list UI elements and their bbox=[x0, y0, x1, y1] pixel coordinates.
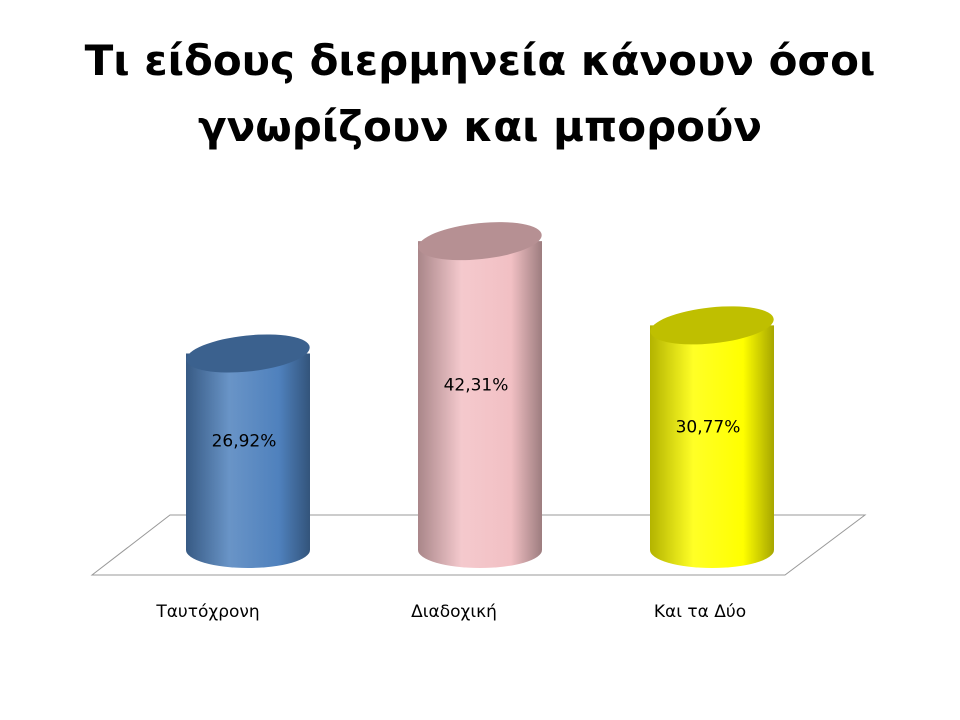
cylinder-top bbox=[650, 306, 774, 345]
value-label: 30,77% bbox=[676, 418, 741, 438]
cylinder-body bbox=[650, 325, 774, 568]
cylinder-body bbox=[418, 241, 542, 568]
cylinder-top bbox=[418, 222, 542, 261]
x-tick-label: Διαδοχική bbox=[411, 602, 497, 622]
x-tick-label: Και τα Δύο bbox=[654, 602, 746, 622]
cylinder-top bbox=[186, 334, 310, 373]
chart-title: Τι είδους διερμηνεία κάνουν όσοι γνωρίζο… bbox=[84, 36, 876, 151]
cylinder-body bbox=[186, 353, 310, 568]
x-tick-label: Ταυτόχρονη bbox=[155, 602, 259, 622]
value-label: 26,92% bbox=[212, 432, 277, 452]
value-label: 42,31% bbox=[444, 376, 509, 396]
